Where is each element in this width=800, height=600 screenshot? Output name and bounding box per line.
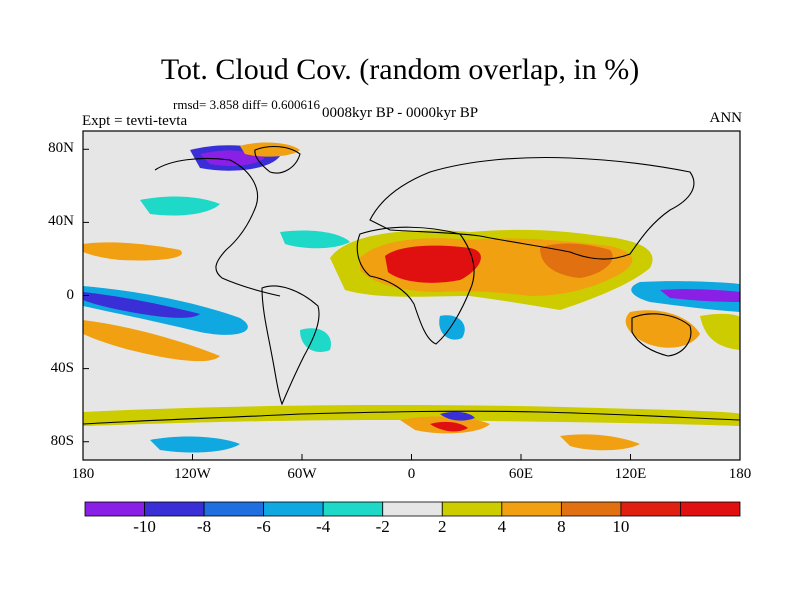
lon-label: 60W (287, 466, 317, 482)
colorbar-label: -2 (375, 517, 390, 536)
lon-label: 60E (508, 466, 534, 482)
colorbar-label: 8 (557, 517, 566, 536)
colorbar-segment (620, 501, 681, 517)
colorbar-segment (560, 501, 622, 517)
anomaly-south-pacific-pos (83, 320, 220, 362)
coast-antarctica (83, 410, 740, 425)
colorbar-segment (263, 501, 324, 517)
lat-label: 40S (50, 359, 74, 376)
anomaly-south-america-neg (300, 328, 331, 352)
lon-label: 180 (728, 466, 752, 482)
anomaly-north-atlantic-neg (280, 230, 350, 249)
coast-north-america (154, 157, 281, 297)
colorbar-label: 4 (497, 517, 507, 536)
anomaly-west-pacific-neg-core (83, 292, 200, 318)
lat-label: 80S (50, 432, 74, 449)
period-label: 0008kyr BP - 0000kyr BP (322, 105, 479, 121)
coast-africa (356, 226, 475, 345)
coast-south-america (261, 285, 320, 406)
coastlines (83, 145, 740, 425)
lon-label: 0 (407, 466, 416, 482)
season-label: ANN (709, 110, 743, 126)
colorbar-label: -10 (133, 517, 156, 536)
lon-label: 180 (71, 466, 95, 482)
stats-label: rmsd= 3.858 diff= 0.600616 (173, 97, 320, 112)
anomaly-southwest-pacific-pos (700, 313, 740, 350)
map-title: Tot. Cloud Cov. (random overlap, in %) (160, 53, 640, 86)
colorbar-label: 10 (612, 517, 630, 536)
anomaly-north-pacific-neg (140, 196, 220, 216)
coast-eurasia (369, 156, 695, 260)
coast-greenland (254, 145, 301, 174)
anomaly-southern-ocean-neg (150, 436, 240, 453)
colorbar-segment (84, 501, 145, 517)
lat-label: 80N (48, 140, 74, 157)
anomaly-field (83, 142, 740, 453)
colorbar-label: -4 (316, 517, 331, 536)
anomaly-antarctic-band-pos (83, 405, 740, 426)
anomaly-antarctic-core (430, 421, 468, 432)
axis-ticks (82, 148, 741, 460)
lat-label: 0 (66, 286, 75, 303)
anomaly-north-pacific-pos (83, 242, 182, 261)
experiment-label: Expt = tevti-tevta (82, 113, 188, 129)
colorbar-segment (382, 501, 443, 517)
colorbar-segment (501, 501, 562, 517)
anomaly-australia-pos (625, 310, 700, 348)
colorbar-label: 2 (438, 517, 447, 536)
colorbar-segment (441, 501, 503, 517)
coast-australia (631, 313, 692, 357)
anomaly-india (540, 243, 613, 278)
colorbar-label: -8 (196, 517, 212, 536)
colorbar-label: -6 (256, 517, 271, 536)
lat-label: 40N (48, 213, 74, 230)
lon-label: 120E (614, 466, 647, 482)
colorbar-segment (322, 501, 384, 517)
colorbar-segment (680, 501, 741, 517)
anomaly-east-pacific-neg-core (660, 289, 740, 302)
colorbar (84, 501, 741, 517)
anomaly-north-africa-core (385, 245, 481, 283)
anomaly-southern-ocean-pos (560, 434, 640, 451)
lon-label: 120W (174, 466, 211, 482)
colorbar-segment (144, 501, 205, 517)
anomaly-antarctic-neg (440, 411, 475, 421)
colorbar-segment (203, 501, 265, 517)
